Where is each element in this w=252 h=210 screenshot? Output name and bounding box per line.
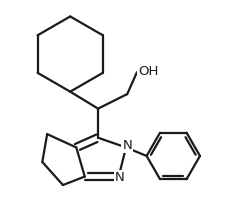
Text: N: N xyxy=(115,171,125,184)
Text: N: N xyxy=(122,139,132,152)
Text: OH: OH xyxy=(138,64,159,77)
